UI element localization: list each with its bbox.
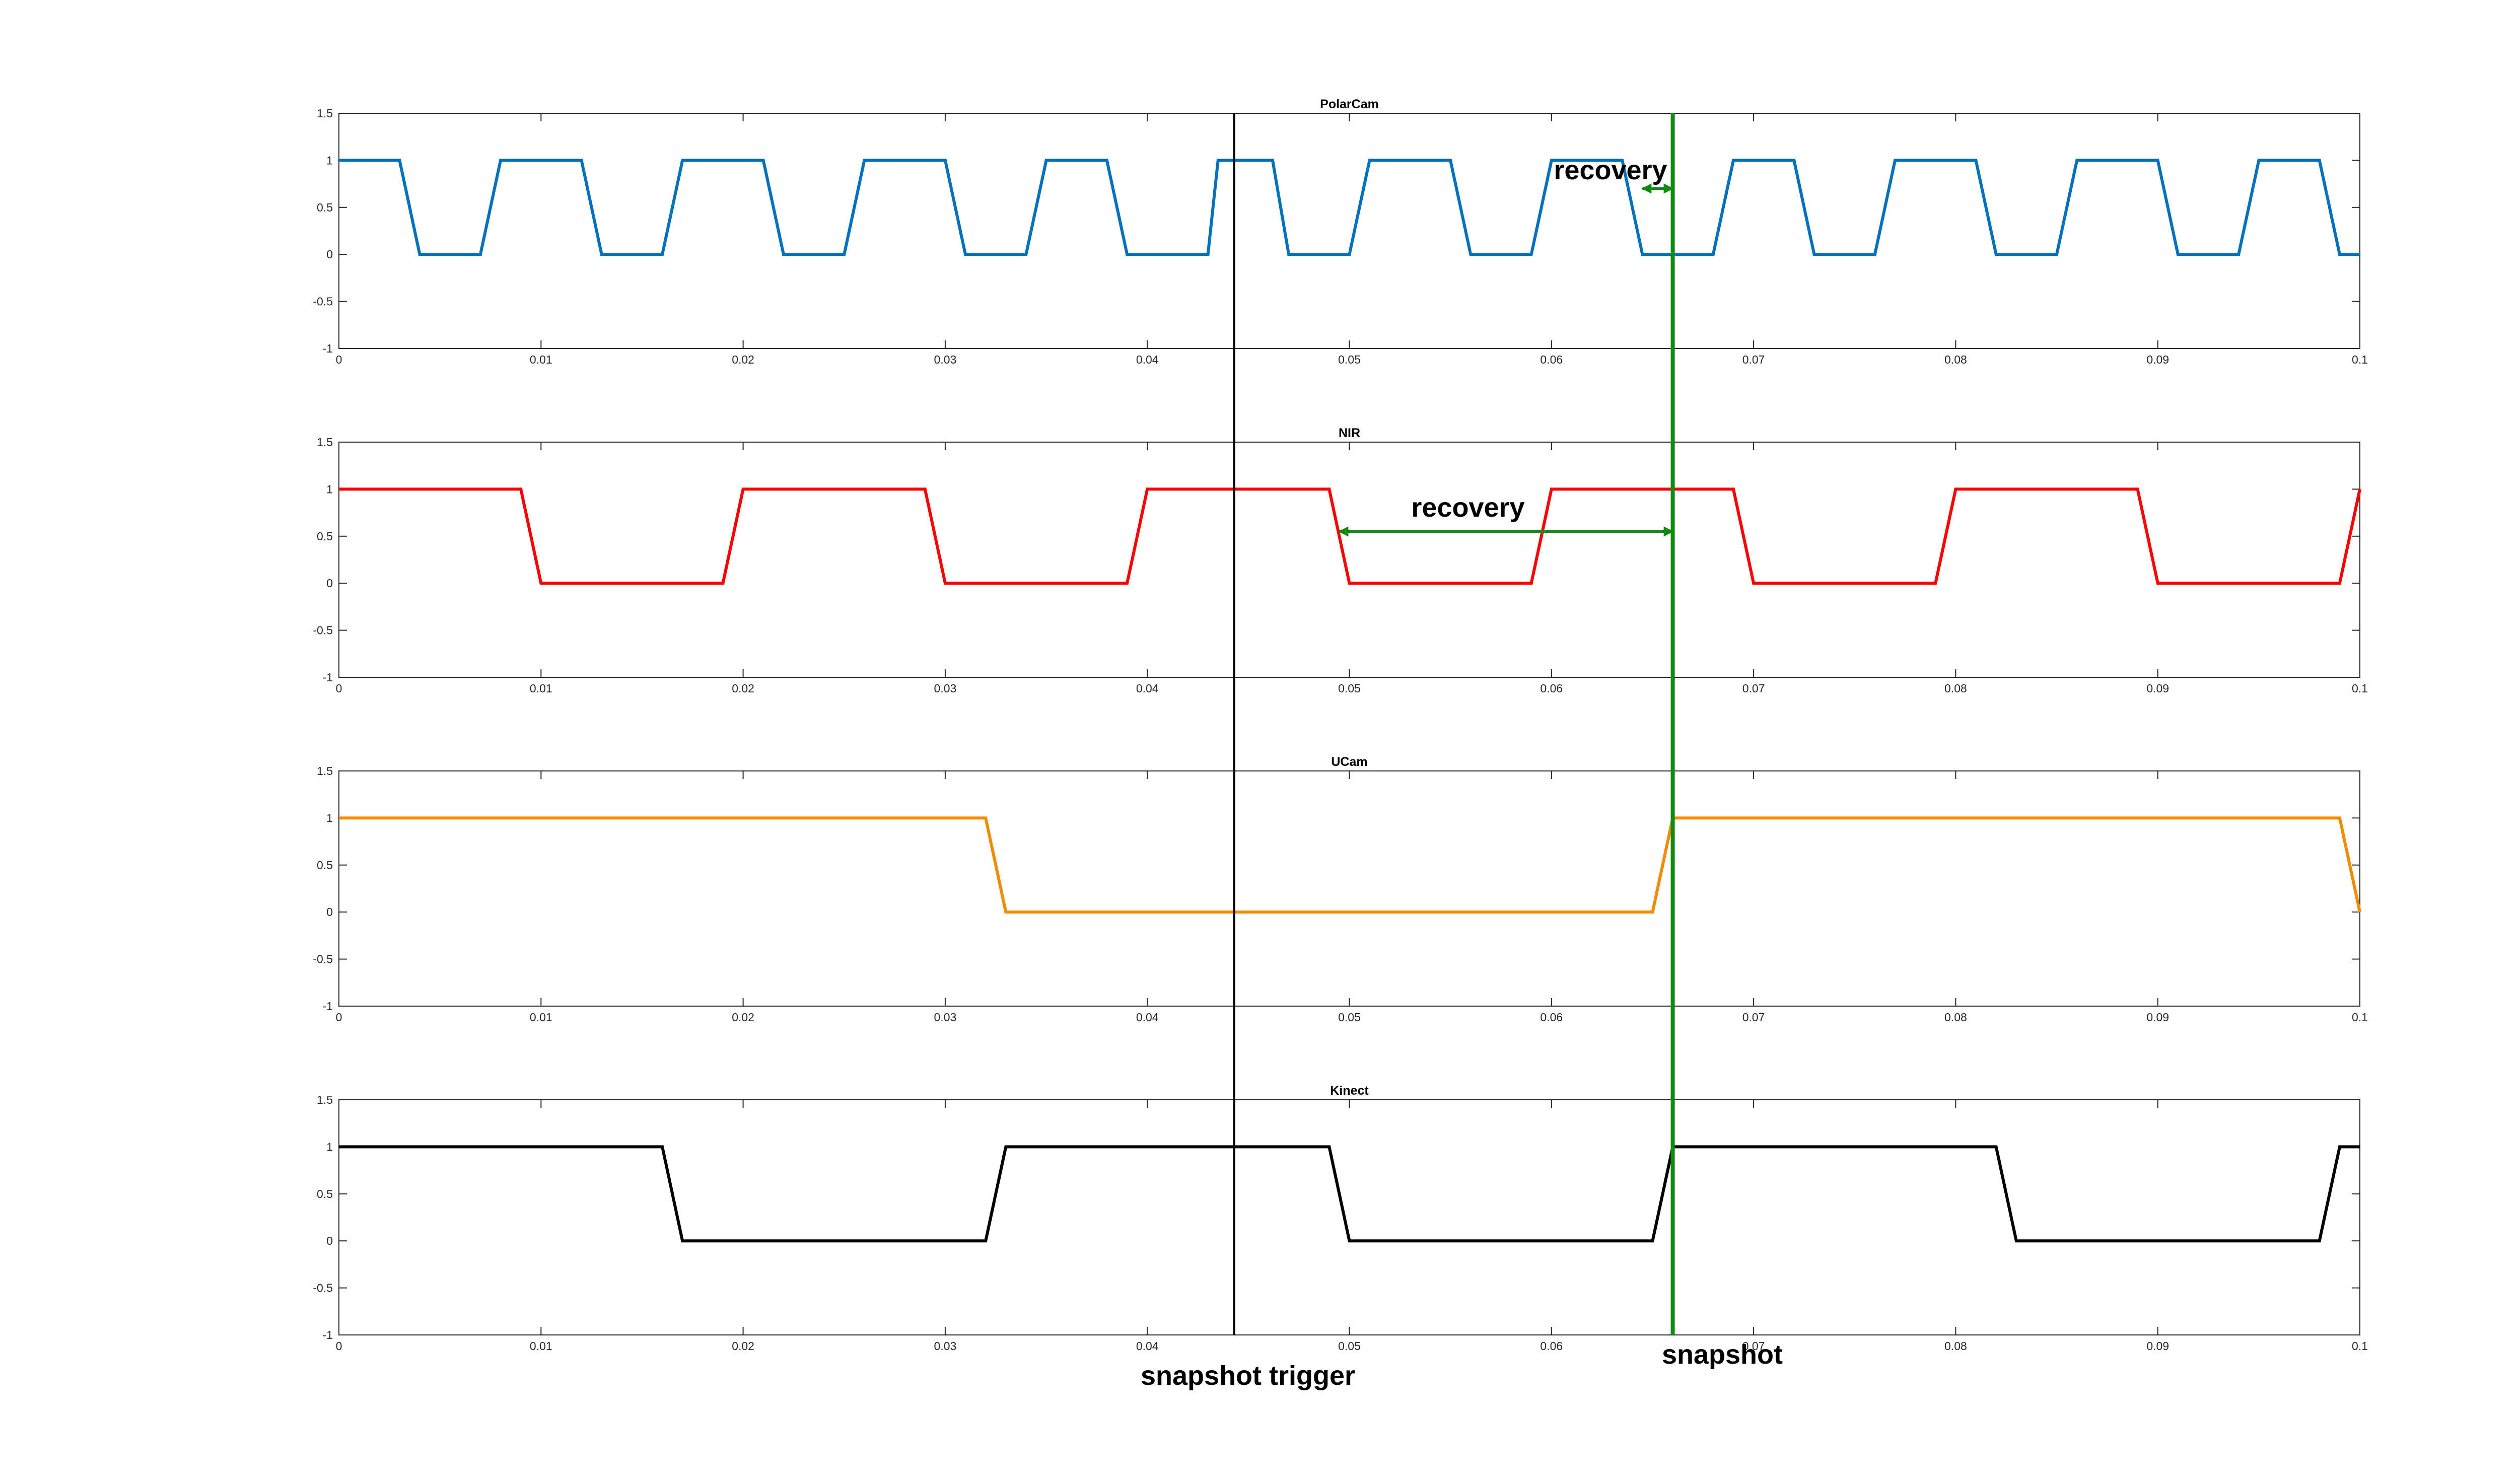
subplot-nir: 0 0.01 0.02 0.03 0.04 0.05 0.06 0.07 0.08 0.09 0.1… — [313, 426, 2368, 695]
snapshot-label: snapshot — [1662, 1339, 1783, 1370]
signal-line — [339, 487, 2361, 585]
x-tick-label: 0.1 — [2352, 353, 2368, 366]
snapshot-trigger-label: snapshot trigger — [1141, 1361, 1355, 1391]
y-tick-label: 0 — [326, 248, 333, 261]
y-tick-label: 1 — [326, 482, 333, 496]
x-tick-label: 0.02 — [732, 1011, 754, 1024]
subplot-title: NIR — [1339, 426, 1360, 440]
y-tick-label: 1 — [326, 811, 333, 824]
x-tick-label: 0.07 — [1742, 1011, 1765, 1024]
x-tick-label: 0.07 — [1742, 353, 1765, 366]
y-tick-label: 1.5 — [317, 107, 333, 120]
y-tick-label: 0 — [326, 1234, 333, 1247]
x-tick-label: 0.08 — [1944, 682, 1967, 695]
y-tick-label: 1 — [326, 154, 333, 167]
signal-line — [339, 1145, 2360, 1243]
x-tick-label: 0.05 — [1338, 1011, 1361, 1024]
x-tick-label: 0.02 — [732, 1339, 754, 1353]
tick-group: 0 0.01 0.02 0.03 0.04 0.05 0.06 0.07 0.08 0.09 0.1… — [313, 436, 2368, 695]
y-tick-label: -1 — [323, 342, 333, 355]
subplot-title: PolarCam — [1320, 97, 1379, 111]
x-tick-label: 0 — [336, 1011, 342, 1024]
x-tick-label: 0.04 — [1136, 353, 1159, 366]
x-tick-label: 0 — [336, 682, 342, 695]
x-tick-label: 0.05 — [1338, 353, 1361, 366]
x-tick-label: 0.09 — [2146, 682, 2169, 695]
subplot-kinect: 0 0.01 0.02 0.03 0.04 0.05 0.06 0.07 0.08 0.09 0.1… — [313, 1084, 2368, 1353]
recovery-label-polarcam: recovery — [1554, 155, 1667, 185]
x-tick-label: 0.01 — [530, 353, 552, 366]
y-tick-label: 1.5 — [317, 436, 333, 449]
x-tick-label: 0.03 — [934, 353, 957, 366]
tick-group: 0 0.01 0.02 0.03 0.04 0.05 0.06 0.07 0.08 0.09 0.1… — [313, 107, 2368, 366]
tick-group: 0 0.01 0.02 0.03 0.04 0.05 0.06 0.07 0.08 0.09 0.1… — [313, 1093, 2368, 1353]
x-tick-label: 0.05 — [1338, 1339, 1361, 1353]
x-tick-label: 0.08 — [1944, 1011, 1967, 1024]
subplot-ucam: 0 0.01 0.02 0.03 0.04 0.05 0.06 0.07 0.08 0.09 0.1… — [313, 755, 2368, 1024]
y-tick-label: 1.5 — [317, 764, 333, 778]
y-tick-label: -0.5 — [313, 1282, 333, 1295]
x-tick-label: 0 — [336, 1339, 342, 1353]
x-tick-label: 0.04 — [1136, 682, 1159, 695]
subplot-polarcam: 0 0.01 0.02 0.03 0.04 0.05 0.06 0.07 0.08 0.09 0.1… — [313, 97, 2368, 366]
y-tick-label: -1 — [323, 671, 333, 684]
x-tick-label: 0 — [336, 353, 342, 366]
x-tick-label: 0.07 — [1742, 1339, 1765, 1353]
axes-box — [338, 442, 2360, 678]
x-tick-label: 0.06 — [1540, 682, 1563, 695]
axes-box — [338, 113, 2360, 349]
x-tick-label: 0.02 — [732, 682, 754, 695]
x-tick-label: 0.03 — [934, 1011, 957, 1024]
y-tick-label: 1.5 — [317, 1093, 333, 1106]
x-tick-label: 0.08 — [1944, 353, 1967, 366]
x-tick-label: 0.06 — [1540, 1011, 1563, 1024]
x-tick-label: 0.09 — [2146, 1339, 2169, 1353]
x-tick-label: 0.06 — [1540, 1339, 1563, 1353]
x-tick-label: 0.03 — [934, 682, 957, 695]
y-tick-label: 0 — [326, 577, 333, 590]
series-group — [339, 1145, 2360, 1243]
series-group — [339, 159, 2360, 256]
x-tick-label: 0.07 — [1742, 682, 1765, 695]
series-group — [339, 816, 2361, 914]
x-tick-label: 0.05 — [1338, 682, 1361, 695]
x-tick-label: 0.09 — [2146, 353, 2169, 366]
subplot-title: UCam — [1331, 755, 1367, 769]
signal-line — [339, 159, 2360, 256]
series-group — [339, 487, 2361, 585]
x-tick-label: 0.1 — [2352, 1339, 2368, 1353]
y-tick-label: -0.5 — [313, 624, 333, 637]
y-tick-label: 0 — [326, 905, 333, 918]
x-tick-label: 0.09 — [2146, 1011, 2169, 1024]
subplot-title: Kinect — [1330, 1084, 1369, 1098]
x-tick-label: 0.08 — [1944, 1339, 1967, 1353]
x-tick-label: 0.03 — [934, 1339, 957, 1353]
y-tick-label: -0.5 — [313, 953, 333, 966]
x-tick-label: 0.04 — [1136, 1011, 1159, 1024]
y-tick-label: 0.5 — [317, 859, 333, 872]
x-tick-label: 0.06 — [1540, 353, 1563, 366]
y-tick-label: 0.5 — [317, 530, 333, 543]
y-tick-label: -1 — [323, 1000, 333, 1013]
axes-box — [338, 770, 2360, 1007]
recovery-label-nir: recovery — [1411, 492, 1524, 523]
x-tick-label: 0.02 — [732, 353, 754, 366]
y-tick-label: 1 — [326, 1140, 333, 1153]
axes-box — [338, 1099, 2360, 1335]
x-tick-label: 0.1 — [2352, 682, 2368, 695]
x-tick-label: 0.01 — [530, 1011, 552, 1024]
x-tick-label: 0.01 — [530, 682, 552, 695]
x-tick-label: 0.01 — [530, 1339, 552, 1353]
y-tick-label: 0.5 — [317, 1187, 333, 1200]
tick-group: 0 0.01 0.02 0.03 0.04 0.05 0.06 0.07 0.08 0.09 0.1… — [313, 764, 2368, 1024]
y-tick-label: 0.5 — [317, 201, 333, 214]
x-tick-label: 0.04 — [1136, 1339, 1159, 1353]
x-tick-label: 0.1 — [2352, 1011, 2368, 1024]
signal-line — [339, 816, 2361, 914]
y-tick-label: -0.5 — [313, 295, 333, 308]
y-tick-label: -1 — [323, 1328, 333, 1341]
